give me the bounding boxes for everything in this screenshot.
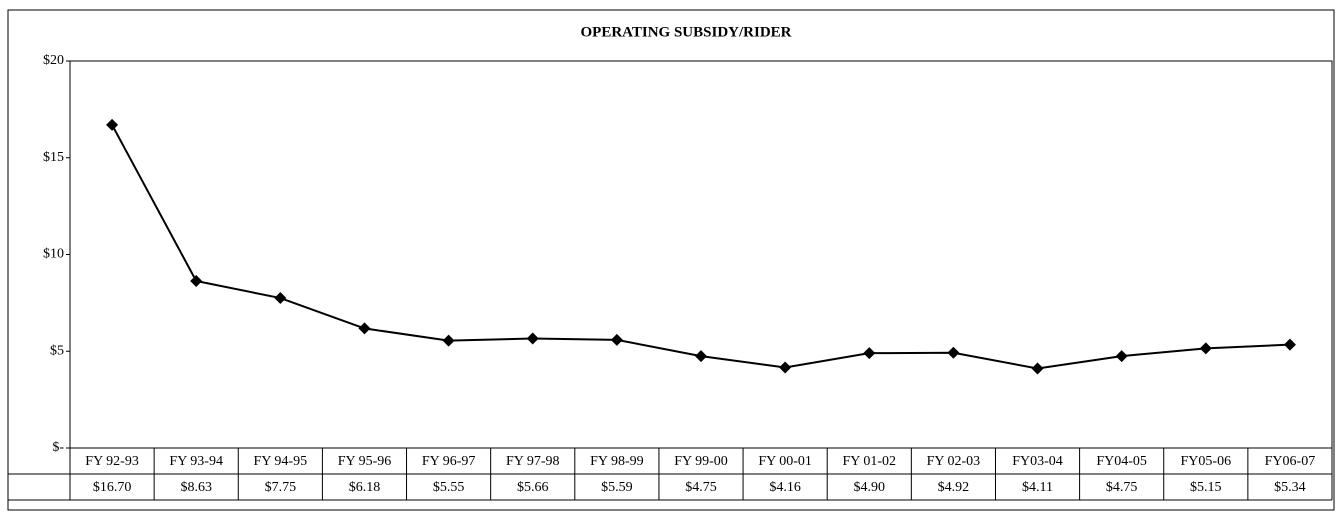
line (111, 124, 1290, 370)
x-tick-label: FY05-06 (1181, 454, 1232, 469)
value-label: $4.75 (1106, 480, 1138, 495)
marker (1283, 338, 1296, 351)
plot-area (69, 60, 1333, 449)
y-tick-label: $20 (43, 53, 64, 68)
x-tick-label: FY06-07 (1265, 454, 1316, 469)
marker (106, 118, 119, 131)
x-tick-label: FY 95-96 (338, 454, 392, 469)
x-tick-label: FY 01-02 (842, 454, 896, 469)
x-tick-label: FY04-05 (1096, 454, 1147, 469)
x-tick-label: FY 02-03 (927, 454, 981, 469)
value-label: $4.92 (938, 480, 970, 495)
value-label: $4.16 (769, 480, 801, 495)
marker (779, 361, 792, 374)
x-tick-label: FY 97-98 (506, 454, 560, 469)
marker (442, 334, 455, 347)
x-tick-label: FY 94-95 (254, 454, 308, 469)
y-tick-label: $15 (43, 150, 64, 165)
value-label: $8.63 (180, 480, 212, 495)
x-tick-label: FY 98-99 (590, 454, 644, 469)
value-label: $5.34 (1274, 480, 1306, 495)
x-tick-label: FY03-04 (1012, 454, 1063, 469)
marker (274, 292, 287, 305)
x-tick-label: FY 99-00 (674, 454, 728, 469)
marker (1199, 342, 1212, 355)
value-label: $4.11 (1022, 480, 1053, 495)
marker (526, 332, 539, 345)
marker (695, 350, 707, 363)
value-label: $5.55 (433, 480, 465, 495)
y-tick-label: $10 (43, 247, 64, 262)
marker (1031, 362, 1044, 375)
x-tick-label: FY 93-94 (169, 454, 223, 469)
y-tick-label: $- (52, 440, 64, 455)
value-label: $7.75 (265, 480, 297, 495)
x-tick-label: FY 92-93 (85, 454, 139, 469)
value-label: $5.15 (1190, 480, 1222, 495)
value-label: $6.18 (349, 480, 381, 495)
chart-border (7, 9, 1335, 511)
x-tick-label: FY 00-01 (758, 454, 812, 469)
value-label: $4.75 (685, 480, 717, 495)
value-label: $4.90 (854, 480, 886, 495)
x-tick-label: FY 96-97 (422, 454, 476, 469)
value-label: $5.66 (517, 480, 549, 495)
marker (947, 346, 960, 359)
y-tick-label: $5 (50, 343, 64, 358)
value-label: $5.59 (601, 480, 633, 495)
marker (358, 322, 371, 335)
marker (610, 333, 623, 346)
marker (863, 347, 876, 360)
value-label: $16.70 (93, 480, 132, 495)
chart-title: OPERATING SUBSIDY/RIDER (580, 24, 791, 40)
marker (190, 275, 203, 288)
marker (1115, 350, 1128, 363)
